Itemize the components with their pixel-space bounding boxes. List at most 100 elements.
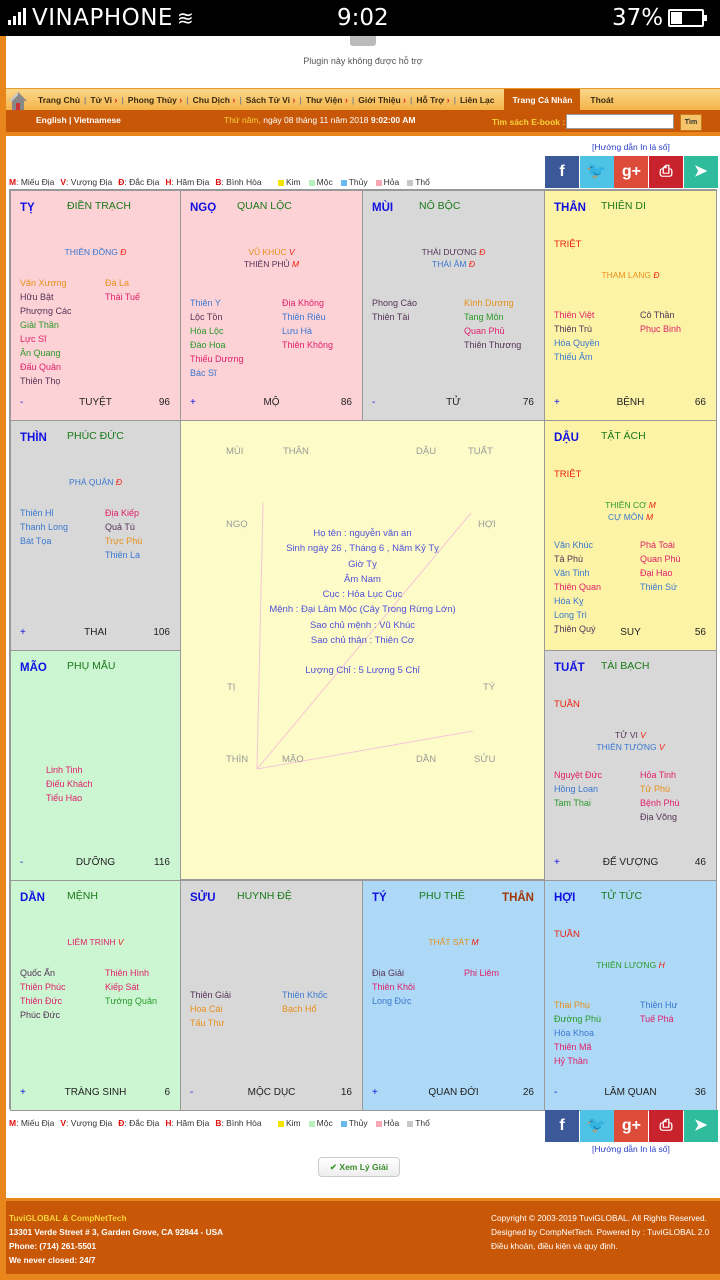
- truong-sinh-stage: QUAN ĐỚI: [428, 1087, 479, 1098]
- minor-star: Quan Phù: [640, 554, 681, 564]
- minor-star: Tả Phù: [554, 554, 584, 564]
- ebook-search-input[interactable]: [566, 114, 674, 129]
- minor-star: Hóa Lộc: [190, 326, 224, 336]
- polarity-sign: -: [20, 397, 24, 408]
- footer-copyright: Copyright © 2003-2019 TuviGLOBAL. All Ri…: [491, 1213, 707, 1223]
- print-icon[interactable]: ⎙: [649, 1110, 684, 1142]
- legend-value: : Miếu Địa: [16, 177, 55, 187]
- print-guide-link-bottom[interactable]: [Hướng dẫn In lá số]: [592, 1144, 670, 1154]
- chevron-right-icon: ›: [232, 95, 236, 105]
- nav-item-active[interactable]: Trang Cá Nhân: [504, 89, 581, 111]
- dai-han-age: 46: [694, 857, 706, 868]
- nav-separator: |: [84, 95, 87, 105]
- minor-star: Thiên Riêu: [282, 312, 326, 322]
- nav-item[interactable]: Trang Chủ: [38, 95, 81, 105]
- minor-stars-left: Thiên Giải Hoa Cái Tấu Thư: [190, 988, 231, 1030]
- nav-item[interactable]: Tử Vi ›: [90, 95, 118, 105]
- google-plus-icon[interactable]: g+: [614, 1110, 649, 1142]
- palace-cell[interactable]: THÌN PHÚC ĐỨC PHÁ QUÂN Đ Thiên Hỉ Thanh Long…: [10, 420, 181, 651]
- polarity-sign: +: [554, 857, 560, 868]
- palace-cell[interactable]: DẬU TẬT ÁCH TRIỆT THIÊN CƠ M CỰ MÔN M Văn Khú…: [544, 420, 717, 651]
- truong-sinh-stage: DƯỠNG: [75, 857, 116, 868]
- send-icon[interactable]: ➤: [683, 156, 718, 188]
- earthly-branch: DẦN: [20, 892, 45, 904]
- polarity-sign: -: [190, 1087, 194, 1098]
- send-icon[interactable]: ➤: [683, 1110, 718, 1142]
- birth-info-line: Mệnh : Đại Lâm Mộc (Cây Trong Rừng Lớn): [269, 604, 456, 616]
- facebook-icon[interactable]: f: [545, 156, 579, 188]
- nav-item[interactable]: Liên Lạc: [459, 95, 495, 105]
- signal-icon: [8, 5, 28, 31]
- minor-star: Thiên Mã: [554, 1042, 592, 1052]
- minor-star: Hóa Kỵ: [554, 596, 584, 606]
- nav-item[interactable]: Thư Viện ›: [305, 95, 348, 105]
- polarity-sign: -: [372, 397, 376, 408]
- truong-sinh-stage: THAI: [84, 627, 107, 638]
- nav-separator: |: [351, 95, 355, 105]
- element-swatch: [375, 1120, 382, 1127]
- ebook-search-label: Tìm sách E-book :: [492, 117, 566, 127]
- minor-star: Giải Thần: [20, 320, 59, 330]
- element-swatch: [340, 1120, 347, 1127]
- minor-star: Thiên Hình: [105, 968, 150, 978]
- print-icon[interactable]: ⎙: [649, 156, 684, 188]
- minor-star: Địa Võng: [640, 812, 678, 822]
- facebook-icon[interactable]: f: [545, 1110, 579, 1142]
- footer-terms-link[interactable]: Điều khoản, điều kiện và quy định.: [491, 1241, 618, 1251]
- xem-ly-giai-button[interactable]: ✔ Xem Lý Giải: [318, 1157, 400, 1177]
- dai-han-age: 76: [522, 397, 534, 408]
- nav-item[interactable]: Giới Thiệu ›: [358, 95, 407, 105]
- palace-cell[interactable]: TỴ ĐIỀN TRẠCH THIÊN ĐỒNG Đ Văn Xương Hữu Bật…: [10, 190, 181, 421]
- palace-cell[interactable]: TUẤT TÀI BẠCH TUẦN TỬ VI V THIÊN TƯỚNG V Nguy…: [544, 650, 717, 881]
- language-switcher[interactable]: English | Vietnamese: [36, 115, 121, 125]
- palace-cell[interactable]: TÝ PHU THÊ THÂN THẤT SÁT M Địa Giải Thiên Khô…: [362, 880, 545, 1111]
- legend-value: : Đắc Địa: [124, 1118, 160, 1128]
- minor-stars-left: Văn Khúc Tả Phù Văn Tinh Thiên Quan Hóa Kỵ Lo…: [554, 538, 601, 636]
- chevron-right-icon: ›: [403, 95, 407, 105]
- palace-cell[interactable]: NGỌ QUAN LỘC VŨ KHÚC V THIÊN PHỦ M Thiên Y Lộ…: [180, 190, 363, 421]
- minor-star: Đấu Quân: [20, 362, 62, 372]
- legend-top: M: Miếu Địa V: Vượng Địa Đ: Đắc Địa H: Hãm …: [9, 177, 430, 187]
- legend-value: : Hãm Địa: [171, 1118, 210, 1128]
- minor-star: Hữu Bật: [20, 292, 54, 302]
- legend-key: V: [60, 1118, 67, 1128]
- minor-star: Hóa Khoa: [554, 1028, 595, 1038]
- main-stars: THẤT SÁT M: [363, 936, 544, 948]
- palace-cell[interactable]: DẦN MỆNH LIÊM TRINH V Quốc Ấn Thiên Phúc Thiê…: [10, 880, 181, 1111]
- nav-logout[interactable]: Thoát: [590, 95, 614, 105]
- nav-item[interactable]: Chu Dịch ›: [192, 95, 236, 105]
- palace-name: TẬT ÁCH: [601, 430, 646, 442]
- twitter-icon[interactable]: 🐦: [579, 156, 614, 188]
- search-button[interactable]: Tìm: [680, 114, 702, 131]
- minor-star: Tử Phù: [640, 784, 671, 794]
- label-than: THÂN: [283, 446, 309, 457]
- palace-cell[interactable]: MÙI NÔ BỘC THÁI DƯƠNG Đ THÁI ÂM Đ Phong Cáo T…: [362, 190, 545, 421]
- sub-nav: English | Vietnamese Thứ năm, ngày 08 th…: [6, 110, 720, 132]
- minor-star: Đào Hoa: [190, 340, 226, 350]
- print-guide-link-top[interactable]: [Hướng dẫn In lá số]: [592, 142, 670, 152]
- palace-cell[interactable]: HỢI TỬ TỨC TUẦN THIÊN LƯƠNG H Thai Phụ Đường …: [544, 880, 717, 1111]
- minor-stars-left: Thai Phụ Đường Phù Hóa Khoa Thiên Mã Hỷ Thần: [554, 998, 601, 1068]
- truong-sinh-stage: TỬ: [446, 397, 461, 408]
- birth-info-line: Sao chủ thân : Thiên Cơ: [310, 635, 415, 647]
- label-ti: TỊ: [227, 682, 236, 693]
- nav-item[interactable]: Hỗ Trợ ›: [416, 95, 450, 105]
- home-icon[interactable]: [8, 91, 28, 111]
- nav-item[interactable]: Phong Thủy ›: [127, 95, 183, 105]
- minor-stars-left: Thiên Hỉ Thanh Long Bát Tọa: [20, 506, 68, 548]
- palace-cell[interactable]: MÃO PHỤ MẪU Linh Tinh Điếu Khách Tiểu Hao - DƯ…: [10, 650, 181, 881]
- nav-item[interactable]: Sách Tử Vi ›: [245, 95, 296, 105]
- birth-info-line: Cục : Hỏa Lục Cục: [322, 589, 403, 601]
- truong-sinh-stage: ĐẾ VƯỢNG: [602, 857, 659, 868]
- palace-cell[interactable]: SỬU HUYNH ĐỆ Thiên Giải Hoa Cái Tấu Thư Thiên…: [180, 880, 363, 1111]
- minor-star: Phượng Các: [20, 306, 72, 316]
- palace-cell[interactable]: THÂN THIÊN DI TRIỆT THAM LANG Đ Thiên Việt Th…: [544, 190, 717, 421]
- main-star: THIÊN ĐỒNG Đ: [64, 247, 127, 257]
- google-plus-icon[interactable]: g+: [614, 156, 649, 188]
- minor-stars-right: Kình Dương Tang Môn Quan Phủ Thiên Thương: [464, 296, 521, 352]
- minor-star: Thiên Trù: [554, 324, 593, 334]
- minor-star: Hỏa Tinh: [640, 770, 677, 780]
- legend-value: : Đắc Địa: [124, 177, 160, 187]
- twitter-icon[interactable]: 🐦: [579, 1110, 614, 1142]
- main-star: THIÊN PHỦ M: [243, 259, 300, 269]
